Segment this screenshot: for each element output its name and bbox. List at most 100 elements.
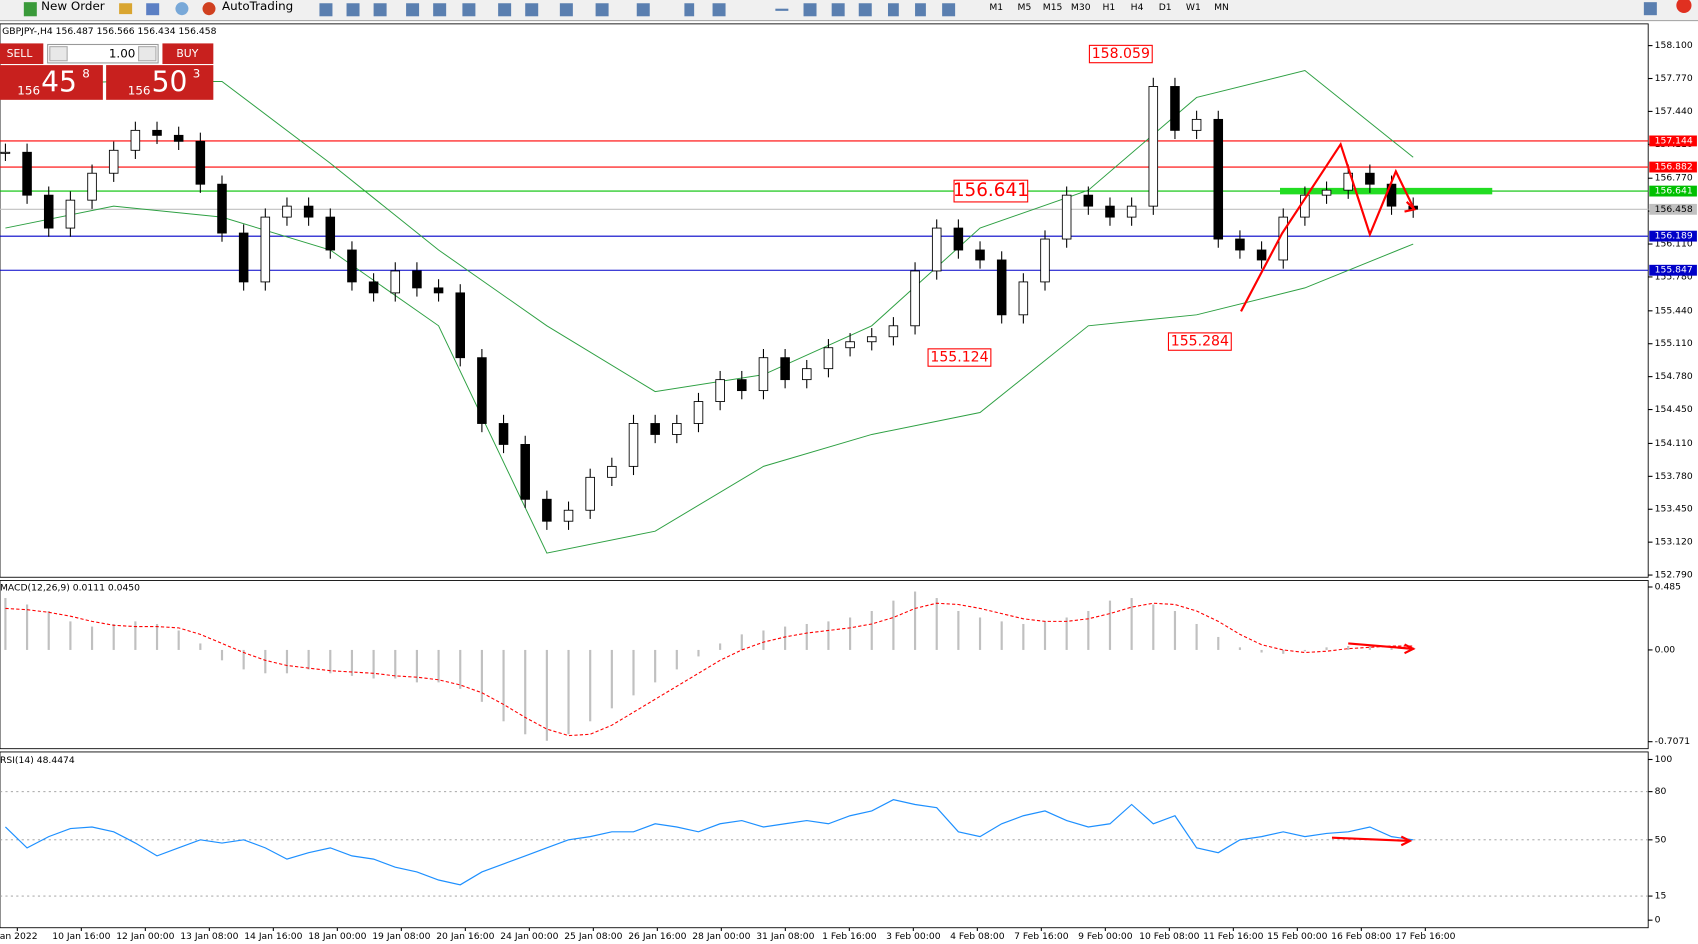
candle-body <box>455 292 466 359</box>
timeframe-button[interactable]: M30 <box>1071 2 1091 13</box>
candle-body <box>1126 205 1137 218</box>
price-level-tag <box>1649 161 1697 173</box>
drawn-pattern <box>1240 141 1417 847</box>
toolbar-icon[interactable] <box>319 3 333 17</box>
ask-big-figure: 156 <box>128 84 151 98</box>
candle-body <box>152 129 162 136</box>
macd-bar <box>4 598 7 650</box>
timeframe-button[interactable]: M15 <box>1043 2 1063 13</box>
price-annotation-box <box>927 348 992 367</box>
macd-bar <box>1022 623 1025 650</box>
candle-body <box>693 401 704 424</box>
timeframe-button[interactable]: M1 <box>989 2 1003 13</box>
buy-button-bg[interactable] <box>162 43 214 65</box>
lot-down[interactable] <box>49 46 68 62</box>
timeframe-button[interactable]: H1 <box>1103 2 1116 13</box>
chart-header: GBPJPY-,H4 156.487 156.566 156.434 156.4… <box>2 26 216 37</box>
macd-arrow <box>1348 642 1414 650</box>
cursor-tool[interactable] <box>684 3 695 17</box>
toolbar-icon[interactable] <box>525 3 539 17</box>
macd-bar <box>610 649 613 709</box>
new-order-icon[interactable] <box>23 2 37 17</box>
new-order-button[interactable]: New Order <box>41 0 105 13</box>
bid-point: 8 <box>82 66 90 80</box>
lot-up[interactable] <box>138 46 157 62</box>
candle-body <box>715 379 725 402</box>
candle-body <box>1170 86 1180 131</box>
channel-tool[interactable] <box>858 3 872 17</box>
y-tick-label: -0.7071 <box>1655 736 1690 747</box>
search[interactable] <box>1643 2 1657 16</box>
indicators[interactable] <box>559 3 573 17</box>
y-tick-label: 157.440 <box>1655 106 1693 117</box>
toolbar-icon[interactable] <box>146 3 160 16</box>
candle-body <box>1235 238 1245 251</box>
x-tick-label: 26 Jan 16:00 <box>628 931 686 942</box>
candle-body <box>996 259 1007 316</box>
candle-body <box>910 270 920 327</box>
timeframe-button[interactable]: M5 <box>1018 2 1032 13</box>
candle-body <box>0 151 11 154</box>
y-tick-label: 154.780 <box>1655 371 1693 382</box>
price-level-tag <box>1649 264 1697 276</box>
timeframe-button[interactable]: D1 <box>1159 2 1172 13</box>
bollinger-band <box>5 205 1414 554</box>
candle-body <box>758 357 769 392</box>
macd-bar <box>112 623 115 650</box>
zoom-in[interactable] <box>406 3 420 17</box>
toolbar <box>0 0 1698 21</box>
auto-trading-icon[interactable] <box>202 2 216 16</box>
timeframe-button[interactable]: MN <box>1214 2 1229 13</box>
label-tool[interactable] <box>915 3 926 17</box>
candle-body <box>390 270 401 294</box>
arrow-head <box>1404 643 1416 655</box>
hline-tool[interactable] <box>775 8 789 11</box>
macd-bar <box>1000 621 1003 650</box>
sell-button-bg[interactable] <box>0 43 44 65</box>
lot-input[interactable] <box>47 43 159 64</box>
auto-trading-button[interactable]: AutoTrading <box>222 0 293 13</box>
x-tick-label: 18 Jan 00:00 <box>308 931 366 942</box>
arrows-tool[interactable] <box>942 3 956 17</box>
macd-bar <box>1195 623 1198 650</box>
zoom-out[interactable] <box>433 3 447 17</box>
candle-body <box>1018 281 1029 316</box>
timeframe-button[interactable]: W1 <box>1186 2 1201 13</box>
macd-bar <box>784 626 787 650</box>
macd-bar <box>437 649 440 683</box>
ask-box[interactable] <box>106 65 214 100</box>
fibo-tool[interactable] <box>831 3 845 17</box>
candle-body <box>173 134 184 142</box>
text-tool[interactable] <box>887 3 899 17</box>
macd-bar <box>1173 611 1177 650</box>
lot-value[interactable]: 1.00 <box>109 47 135 61</box>
toolbar-icon[interactable] <box>119 3 133 15</box>
y-tick-label: 155.110 <box>1655 338 1693 349</box>
y-tick-label: 154.110 <box>1655 438 1693 449</box>
toolbar-icon[interactable] <box>498 3 512 17</box>
periods[interactable] <box>595 3 609 17</box>
candle-body <box>585 476 595 511</box>
notification-badge[interactable] <box>1676 0 1692 14</box>
toolbar-icon[interactable] <box>373 3 387 17</box>
candle-body <box>498 423 509 445</box>
crosshair-tool[interactable] <box>712 3 726 17</box>
buy-button[interactable]: BUY <box>176 47 198 60</box>
price-annotation: 158.059 <box>1092 46 1150 62</box>
y-tick-label: 0.485 <box>1655 581 1681 592</box>
y-tick-label: 153.780 <box>1655 471 1693 482</box>
templates[interactable] <box>636 3 650 17</box>
timeframe-button[interactable]: H4 <box>1131 2 1144 13</box>
macd-bar <box>134 621 137 650</box>
toolbar-icon[interactable] <box>346 3 360 17</box>
trendline-tool[interactable] <box>803 3 817 17</box>
x-tick-label: 11 Feb 16:00 <box>1203 931 1263 942</box>
y-tick-label: 80 <box>1655 786 1667 797</box>
price-level-tag <box>1649 230 1697 242</box>
candle-body <box>953 227 964 251</box>
bid-box[interactable] <box>0 65 103 100</box>
tile-windows[interactable] <box>462 3 476 17</box>
toolbar-icon[interactable] <box>175 2 189 16</box>
sell-button[interactable]: SELL <box>7 47 33 60</box>
